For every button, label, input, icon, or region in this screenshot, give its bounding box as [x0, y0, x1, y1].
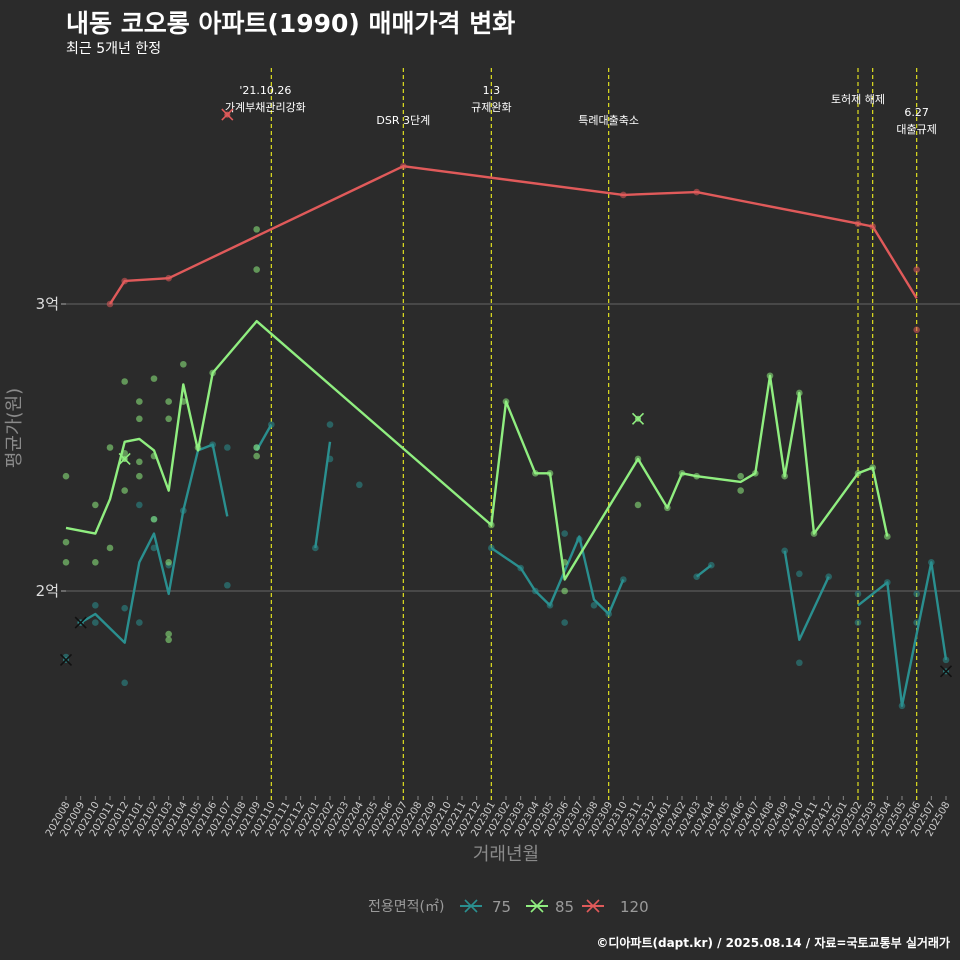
data-point	[737, 487, 744, 494]
event-label: 대출규제	[896, 123, 936, 136]
data-point	[253, 444, 260, 451]
outlier-marker	[118, 452, 131, 466]
source-caption: ©디아파트(dapt.kr) / 2025.08.14 / 자료=국토교통부 실…	[596, 936, 950, 950]
outlier-marker	[74, 616, 87, 629]
series-120	[106, 108, 920, 334]
event-label: 토허제 해제	[831, 92, 885, 106]
event-label: 6.27	[904, 106, 929, 119]
data-point	[326, 421, 334, 428]
data-point	[253, 266, 260, 273]
series-line	[490, 535, 625, 616]
data-point	[737, 472, 744, 480]
data-point	[136, 398, 143, 405]
data-point	[106, 444, 114, 451]
data-point	[224, 444, 231, 451]
x-axis-title: 거래년월	[473, 844, 539, 865]
chart-subtitle: 최근 5개년 한정	[66, 41, 162, 57]
data-point	[92, 501, 99, 509]
data-point	[634, 501, 642, 509]
data-point	[150, 375, 158, 382]
event-label: 규제완화	[471, 101, 511, 114]
data-point	[150, 544, 158, 552]
data-point	[136, 472, 143, 480]
legend: 전용면적(㎡) 75 85 120	[368, 898, 649, 916]
legend-swatch-marker	[586, 899, 600, 913]
y-axis-title: 평균가(원)	[4, 388, 25, 468]
legend-swatch-marker	[464, 899, 478, 913]
legend-label: 120	[620, 898, 649, 916]
series-line	[857, 561, 948, 707]
data-point	[253, 452, 260, 460]
data-point	[92, 602, 99, 609]
series-line	[314, 441, 332, 549]
data-point	[92, 619, 99, 626]
data-point	[913, 590, 920, 598]
outlier-marker	[59, 653, 73, 666]
data-point	[854, 590, 862, 598]
data-point	[121, 487, 128, 494]
series-line	[783, 550, 830, 641]
series-line	[65, 320, 889, 581]
data-point	[590, 602, 598, 609]
data-point	[165, 398, 172, 405]
series-85	[62, 226, 891, 644]
data-point	[136, 458, 143, 466]
data-point	[136, 501, 143, 509]
data-point	[121, 604, 128, 612]
data-point	[165, 630, 172, 638]
data-point	[561, 587, 568, 595]
event-label: '21.10.26	[239, 84, 291, 97]
event-label: 가계부채관리강화	[225, 101, 306, 114]
data-point	[854, 619, 862, 626]
data-point	[121, 378, 128, 385]
data-point	[62, 538, 70, 546]
legend-title: 전용면적(㎡)	[368, 899, 444, 915]
event-label: 특례대출축소	[578, 114, 639, 127]
data-point	[150, 515, 158, 523]
data-point	[224, 581, 231, 589]
legend-label: 75	[492, 898, 511, 916]
legend-label: 85	[555, 898, 574, 916]
data-point	[121, 679, 128, 687]
event-label: 1.3	[483, 84, 501, 97]
series-line	[80, 443, 229, 644]
data-point	[180, 360, 187, 368]
data-point	[62, 559, 70, 566]
data-point	[796, 570, 803, 578]
data-point	[913, 266, 920, 273]
data-point	[165, 636, 172, 644]
y-tick-label: 3억	[36, 295, 59, 313]
data-point	[796, 659, 803, 667]
data-point	[165, 415, 172, 423]
data-point	[913, 326, 920, 334]
series-75	[59, 421, 953, 710]
data-point	[561, 619, 568, 626]
data-point	[561, 530, 568, 537]
event-label: DSR 3단계	[376, 114, 430, 127]
outlier-marker	[939, 665, 953, 678]
outlier-marker	[631, 412, 645, 425]
legend-swatch-marker	[530, 899, 544, 913]
data-point	[165, 559, 172, 566]
outlier-marker	[221, 108, 234, 121]
data-point	[92, 559, 99, 566]
y-tick-label: 2억	[36, 582, 59, 600]
data-point	[106, 544, 114, 552]
data-point	[356, 481, 363, 489]
data-point	[136, 619, 143, 626]
data-point	[62, 472, 70, 480]
data-point	[253, 226, 260, 233]
data-point	[136, 415, 143, 423]
series-line	[108, 164, 918, 305]
series-line	[695, 564, 713, 578]
chart-title: 내동 코오롱 아파트(1990) 매매가격 변화	[66, 9, 516, 38]
